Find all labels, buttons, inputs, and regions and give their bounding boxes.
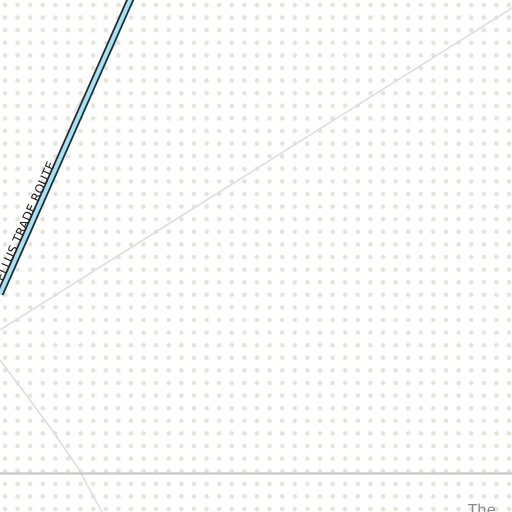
minor-road-lower[interactable] xyxy=(0,359,103,512)
trade-route-fill[interactable] xyxy=(0,0,133,295)
minor-road-diagonal[interactable] xyxy=(0,7,512,331)
place-label: The xyxy=(467,501,496,512)
